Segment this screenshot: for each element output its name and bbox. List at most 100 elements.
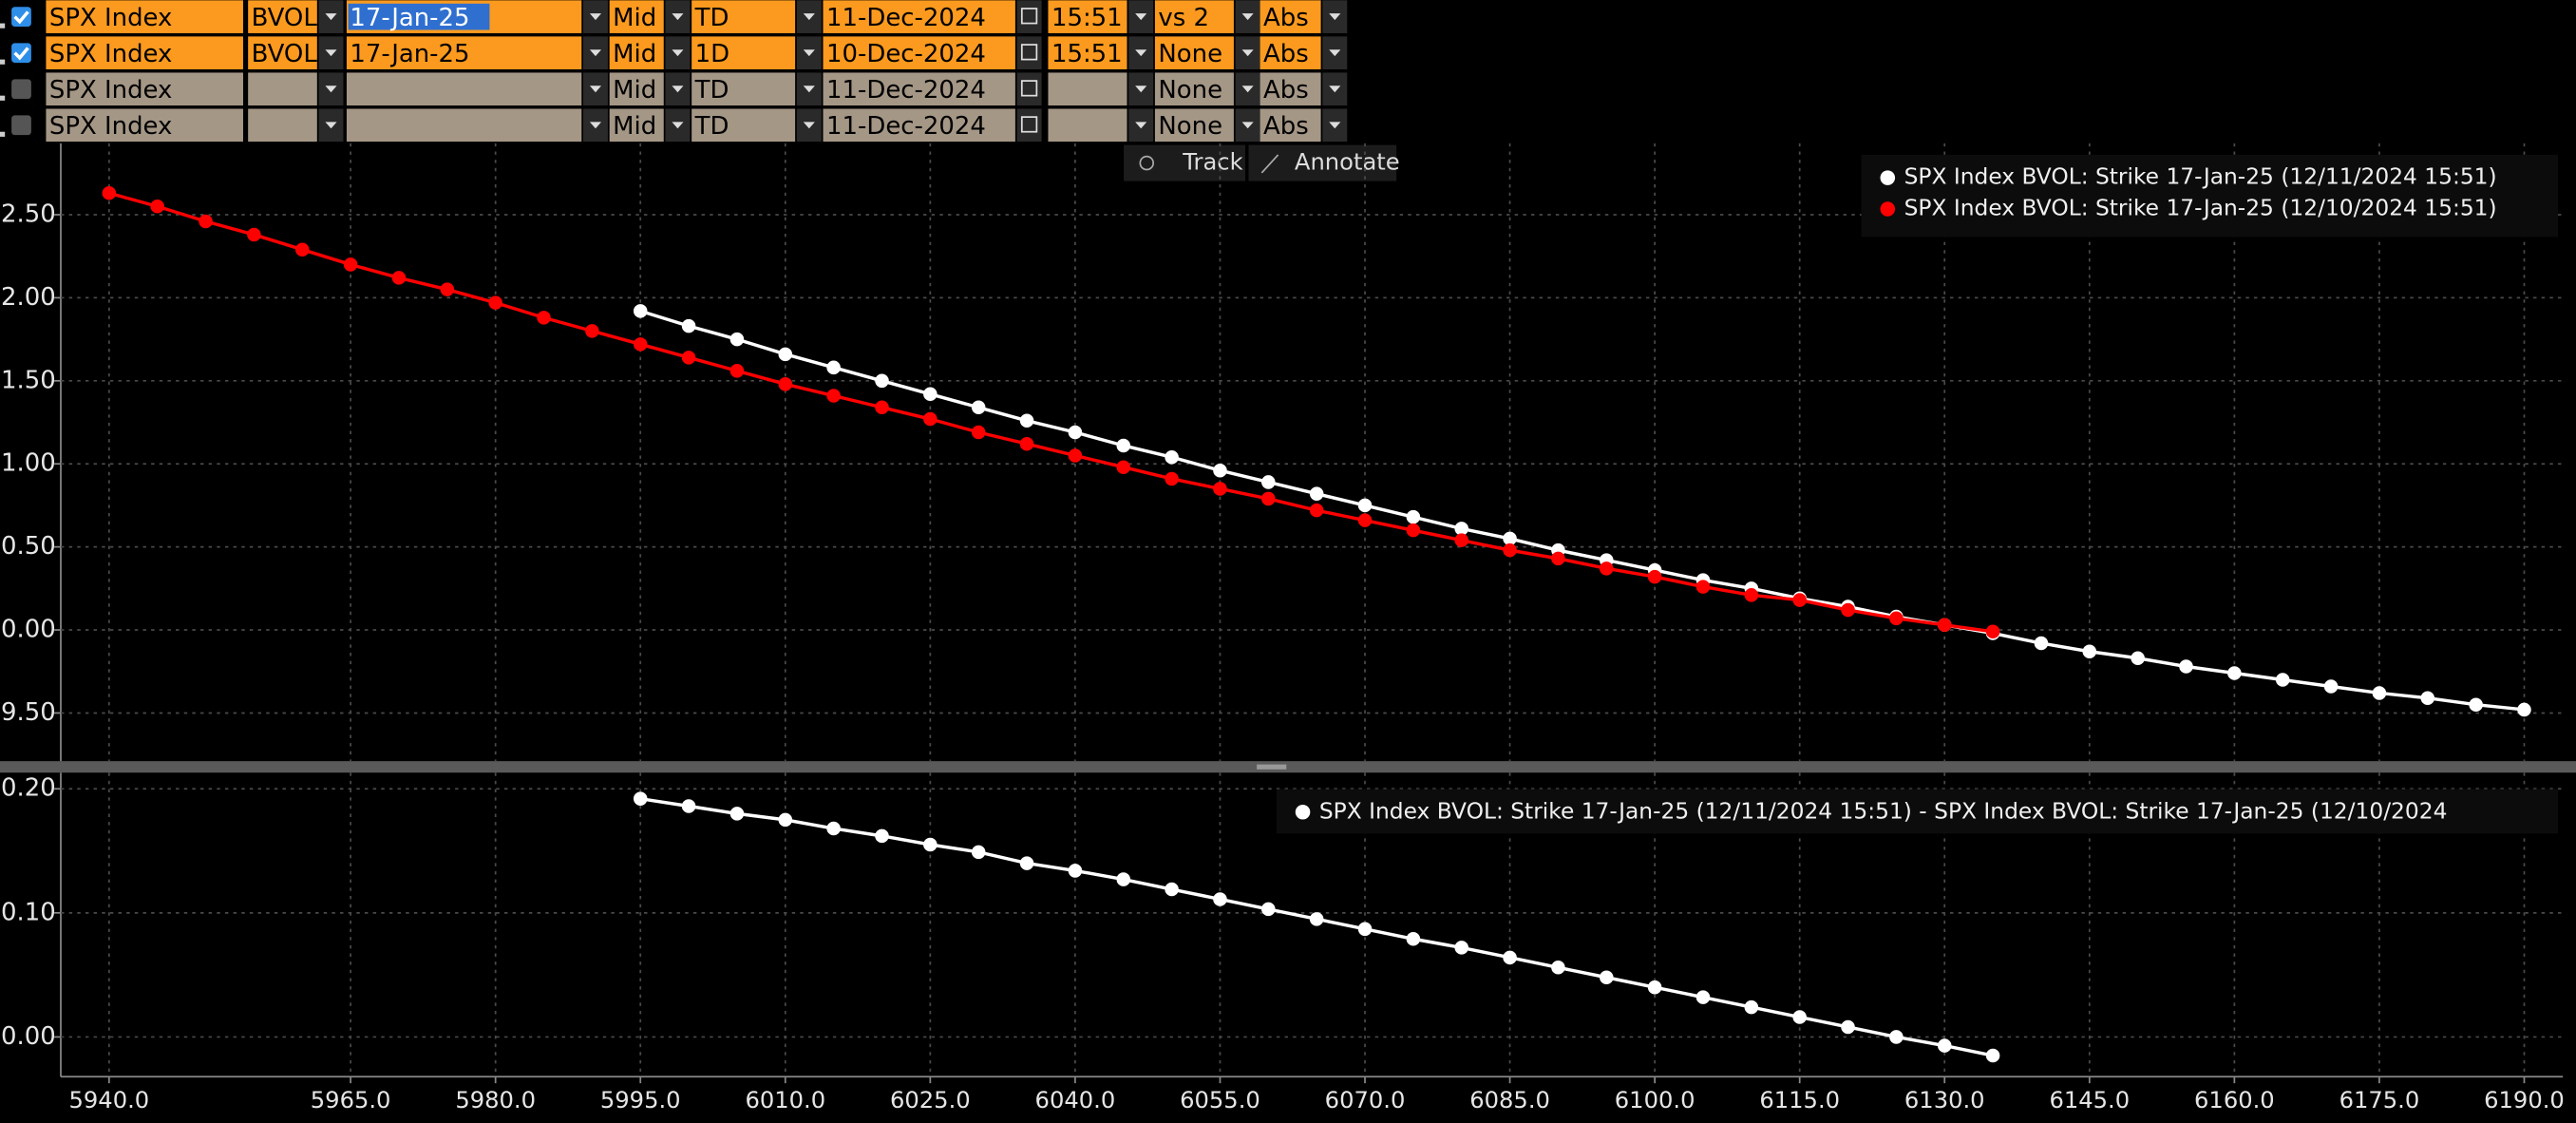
row-checkbox[interactable]	[11, 115, 31, 136]
field-text: BVOL	[252, 40, 318, 68]
field-text: Abs	[1263, 112, 1309, 141]
field-box[interactable]	[823, 72, 1015, 106]
field-box[interactable]	[691, 0, 796, 33]
legend	[1861, 154, 2558, 238]
data-point	[1309, 503, 1324, 518]
field-box[interactable]	[609, 0, 664, 33]
field-box[interactable]	[609, 108, 664, 143]
field-box[interactable]	[691, 72, 796, 106]
data-point	[1744, 588, 1759, 602]
dropdown-arrow	[1241, 13, 1254, 21]
field-text: Mid	[613, 40, 656, 68]
field-box[interactable]	[46, 72, 243, 106]
data-point	[1213, 892, 1227, 906]
data-point	[2034, 636, 2049, 651]
data-point	[1841, 602, 1855, 618]
field-text: SPX Index	[49, 76, 173, 105]
field-box[interactable]	[248, 108, 317, 143]
data-point	[1937, 1038, 1952, 1053]
field-box[interactable]	[248, 72, 317, 106]
field-box[interactable]	[691, 108, 796, 143]
calendar-button[interactable]	[1016, 36, 1042, 69]
data-point	[826, 360, 841, 375]
field-box[interactable]	[1260, 108, 1321, 143]
dropdown-arrow	[672, 49, 684, 57]
legend-label: SPX Index BVOL: Strike 17-Jan-25 (12/10/…	[1904, 195, 2497, 221]
dropdown-arrow	[1329, 13, 1341, 21]
field-box[interactable]	[823, 36, 1015, 69]
data-point	[633, 337, 648, 352]
calendar-icon	[1020, 8, 1038, 25]
dropdown-arrow	[1329, 122, 1341, 129]
field-text: None	[1158, 40, 1222, 68]
x-tick-label: 5995.0	[600, 1087, 681, 1113]
data-point	[729, 364, 745, 378]
row-checkbox[interactable]	[11, 43, 31, 64]
data-point	[1600, 970, 1614, 985]
dropdown-arrow	[1241, 122, 1254, 129]
field-box[interactable]	[1154, 72, 1234, 106]
field-box[interactable]	[346, 36, 582, 69]
data-point	[778, 812, 793, 828]
y-tick-label: 12.50	[0, 200, 56, 228]
track-button[interactable]	[1124, 144, 1246, 181]
field-box[interactable]	[248, 36, 317, 69]
annotate-button[interactable]	[1248, 144, 1397, 181]
field-box[interactable]	[691, 36, 796, 69]
x-tick-label: 6160.0	[2194, 1087, 2275, 1113]
row-checkbox[interactable]	[11, 79, 31, 100]
field-box[interactable]	[46, 0, 243, 33]
dropdown-arrow	[325, 86, 337, 93]
pane-divider[interactable]	[0, 761, 2576, 773]
field-box[interactable]	[1048, 108, 1127, 143]
field-box[interactable]	[1154, 36, 1234, 69]
dropdown-arrow	[672, 122, 684, 129]
field-box[interactable]	[46, 108, 243, 143]
field-box[interactable]	[46, 36, 243, 69]
data-point	[1309, 486, 1324, 501]
field-box[interactable]	[1048, 72, 1127, 106]
dropdown-arrow	[1241, 49, 1254, 57]
data-point	[1647, 569, 1662, 584]
data-point	[633, 791, 648, 806]
field-box[interactable]	[823, 108, 1015, 143]
field-box[interactable]	[823, 0, 1015, 33]
data-point	[488, 295, 502, 310]
field-box[interactable]	[1260, 36, 1321, 69]
data-point	[681, 799, 696, 813]
field-box[interactable]	[609, 36, 664, 69]
data-point	[778, 347, 793, 362]
field-box[interactable]	[1048, 0, 1127, 33]
data-point	[1068, 425, 1083, 440]
calendar-button[interactable]	[1016, 0, 1042, 33]
data-point	[2420, 691, 2435, 705]
y-tick-label: 0.20	[1, 774, 56, 803]
data-point	[1937, 618, 1952, 633]
field-text: 11-Dec-2024	[826, 76, 986, 105]
field-text: Abs	[1263, 4, 1309, 32]
field-box[interactable]	[346, 108, 582, 143]
field-box[interactable]	[1260, 0, 1321, 33]
field-box[interactable]	[1260, 72, 1321, 106]
field-box[interactable]	[609, 72, 664, 106]
chart-pane: 0.20 0.10 0.00 5940.0 5965.0 5980.0 5995.0 6010…	[1, 772, 2565, 1113]
chart-pane: 12.50 12.00 11.50 11.00 10.50 10.00 9.50 SPX In…	[0, 143, 2564, 762]
field-box[interactable]	[1048, 36, 1127, 69]
field-box[interactable]	[1154, 108, 1234, 143]
series-line	[108, 191, 1994, 634]
calendar-button[interactable]	[1016, 72, 1042, 106]
field-text: None	[1158, 112, 1222, 141]
data-point	[1019, 856, 1034, 870]
row-checkbox[interactable]	[11, 7, 31, 28]
data-point	[1116, 438, 1131, 453]
field-box[interactable]	[248, 0, 317, 33]
dropdown-arrow	[589, 13, 602, 21]
legend	[1276, 789, 2558, 834]
field-box[interactable]	[1154, 0, 1234, 33]
field-text: SPX Index	[49, 4, 173, 32]
dropdown-arrow	[803, 49, 815, 57]
calendar-button[interactable]	[1016, 108, 1042, 143]
field-box[interactable]	[346, 72, 582, 106]
data-point	[2131, 651, 2145, 666]
field-text: 11-Dec-2024	[826, 4, 986, 32]
